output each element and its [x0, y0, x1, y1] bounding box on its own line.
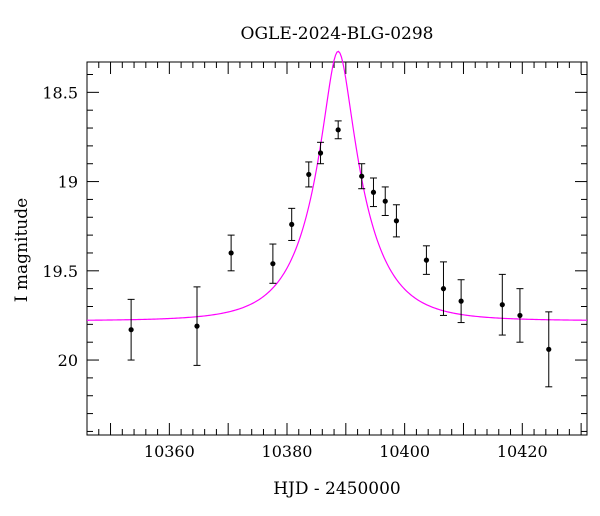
plot-frame	[86, 61, 588, 436]
chart-title: OGLE-2024-BLG-0298	[241, 24, 434, 44]
data-point	[359, 173, 365, 179]
y-tick-label: 19	[58, 173, 78, 192]
x-tick-label: 10360	[144, 442, 195, 461]
data-point	[128, 327, 134, 333]
data-point	[382, 198, 388, 204]
data-point	[317, 150, 324, 156]
data-point	[289, 221, 295, 228]
plot-area: 10360 10380 10400 10420 18.5 19 19.5 20	[42, 50, 588, 461]
data-point	[517, 312, 523, 319]
x-tick-label: 10420	[497, 442, 548, 461]
data-point	[393, 218, 400, 224]
data-point	[440, 286, 447, 292]
data-point	[228, 250, 234, 256]
x-tick-label: 10380	[262, 442, 313, 461]
data-point	[270, 261, 276, 267]
data-point	[423, 257, 430, 263]
data-point	[306, 171, 312, 178]
y-axis-label: I magnitude	[12, 198, 32, 302]
y-tick-label: 20	[58, 351, 78, 370]
x-axis-label: HJD - 2450000	[273, 479, 401, 499]
data-point	[546, 346, 552, 352]
data-point	[194, 323, 200, 329]
model-curve	[86, 50, 588, 321]
x-tick-label: 10400	[379, 442, 430, 461]
data-point	[370, 189, 377, 195]
data-point	[499, 302, 505, 308]
y-tick-label: 19.5	[42, 262, 78, 281]
y-tick-label: 18.5	[42, 83, 78, 102]
data-point	[458, 298, 464, 304]
data-point	[335, 127, 341, 133]
